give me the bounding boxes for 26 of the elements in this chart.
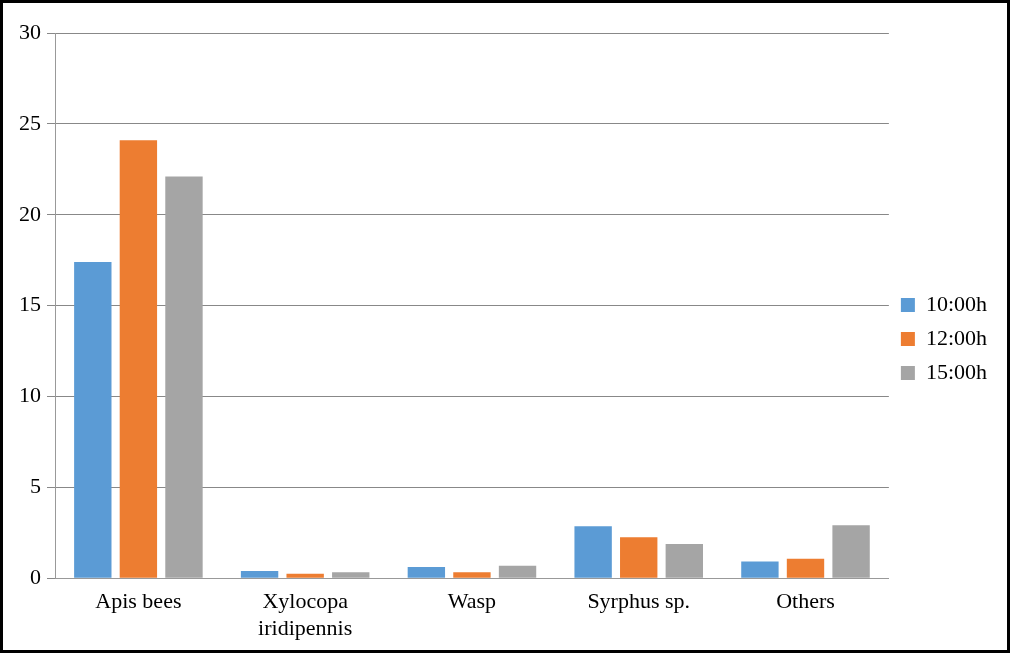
x-tick-label: Syrphus sp. <box>587 588 691 614</box>
y-tick-label: 15 <box>19 291 41 317</box>
bar <box>453 572 491 578</box>
bar <box>741 561 779 578</box>
bar <box>240 571 279 578</box>
bar <box>407 566 446 578</box>
y-tick-label: 20 <box>19 200 41 226</box>
y-tick-label: 0 <box>30 563 41 589</box>
y-tick-label: 30 <box>19 18 41 44</box>
category-label: Xylocopa <box>262 588 348 614</box>
bar <box>286 573 324 578</box>
category-label: iridipennis <box>258 614 353 640</box>
legend-label: 12:00h <box>925 324 988 350</box>
bar <box>119 140 158 578</box>
bar <box>786 558 825 578</box>
legend-label: 10:00h <box>925 290 988 316</box>
x-tick-label: Others <box>776 588 835 614</box>
y-tick-label: 10 <box>19 382 41 408</box>
x-tick-label: Apis bees <box>95 588 182 614</box>
bar <box>620 537 658 578</box>
legend-label: 15:00h <box>925 358 988 384</box>
x-tick-label: Wasp <box>447 588 497 614</box>
y-tick-label: 5 <box>30 473 41 499</box>
bar <box>74 261 112 578</box>
bar <box>574 526 612 578</box>
y-tick-label: 25 <box>19 109 41 135</box>
